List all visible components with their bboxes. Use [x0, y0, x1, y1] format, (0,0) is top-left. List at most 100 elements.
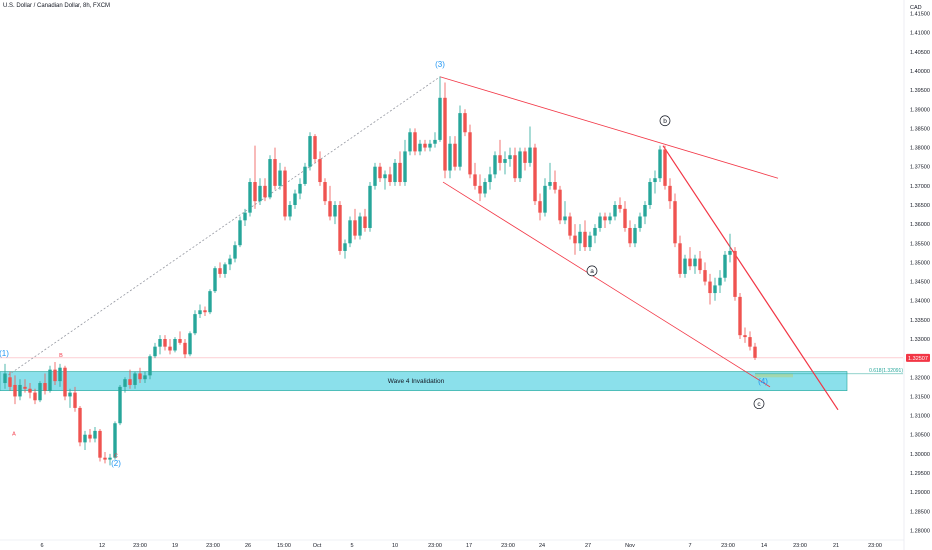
- candle-81: [408, 128, 412, 156]
- candle-body: [673, 201, 677, 244]
- time-tick-13: 24: [539, 543, 545, 549]
- chart-title: U.S. Dollar / Canadian Dollar, 8h, FXCM: [3, 3, 111, 9]
- time-tick-2: 23:00: [133, 543, 147, 549]
- price-tick-15: 1.34000: [910, 299, 930, 305]
- time-tick-17: 23:00: [721, 543, 735, 549]
- candle-body: [248, 182, 252, 213]
- candle-30: [153, 342, 157, 359]
- price-tick-11: 1.36000: [910, 222, 930, 228]
- candle-127: [638, 212, 642, 232]
- candle-53: [268, 155, 272, 200]
- candle-142: [713, 277, 717, 301]
- candle-92: [463, 109, 467, 137]
- circled-label-0: b: [663, 118, 667, 125]
- candle-body: [728, 250, 732, 255]
- candle-body: [313, 136, 317, 160]
- candle-7: [38, 381, 42, 403]
- candle-68: [343, 239, 347, 259]
- candle-body: [213, 268, 217, 292]
- candle-69: [348, 216, 352, 248]
- price-tick-2: 1.40500: [910, 50, 930, 56]
- candle-141: [708, 273, 712, 305]
- wave-label-6: C: [114, 454, 118, 460]
- price-tick-19: 1.32000: [910, 375, 930, 381]
- time-tick-4: 23:00: [206, 543, 220, 549]
- candle-body: [568, 216, 572, 236]
- candle-body: [688, 258, 692, 267]
- time-tick-21: 23:00: [868, 543, 882, 549]
- candle-body: [533, 147, 537, 202]
- candle-body: [373, 166, 377, 186]
- time-tick-5: 26: [245, 543, 251, 549]
- candle-body: [603, 216, 607, 221]
- candle-body: [118, 386, 122, 424]
- candle-9: [48, 365, 52, 393]
- candle-body: [413, 132, 417, 152]
- wave-label-4: A: [12, 431, 16, 437]
- candle-40: [203, 306, 207, 317]
- candle-84: [423, 139, 427, 152]
- candle-26: [133, 371, 137, 389]
- price-tick-17: 1.33000: [910, 337, 930, 343]
- time-tick-18: 14: [761, 543, 767, 549]
- candle-132: [663, 145, 667, 190]
- candle-72: [363, 208, 367, 232]
- candle-body: [623, 208, 627, 228]
- candle-79: [398, 151, 402, 186]
- candle-113: [568, 212, 572, 240]
- candle-body: [133, 373, 137, 385]
- candle-129: [648, 178, 652, 209]
- candle-body: [178, 339, 182, 343]
- time-tick-12: 23:00: [501, 543, 515, 549]
- candle-99: [498, 139, 502, 171]
- candle-body: [513, 155, 517, 179]
- candle-37: [188, 331, 192, 357]
- candle-124: [623, 201, 627, 232]
- candle-27: [138, 367, 142, 384]
- candle-104: [523, 147, 527, 171]
- candle-body: [158, 339, 162, 347]
- candle-105: [528, 126, 532, 167]
- candle-body: [193, 314, 197, 334]
- candle-body: [283, 170, 287, 217]
- candle-96: [483, 178, 487, 198]
- candle-59: [298, 178, 302, 200]
- price-tick-25: 1.29000: [910, 490, 930, 496]
- candle-134: [673, 193, 677, 248]
- candle-body: [53, 369, 57, 382]
- candle-body: [653, 178, 657, 183]
- candle-44: [223, 262, 227, 278]
- candle-body: [153, 346, 157, 357]
- candle-body: [223, 264, 227, 274]
- candle-body: [328, 201, 332, 217]
- candle-body: [418, 143, 422, 152]
- candle-body: [93, 430, 97, 439]
- candle-body: [103, 457, 107, 460]
- candle-body: [738, 296, 742, 336]
- candle-body: [583, 231, 587, 248]
- candle-89: [448, 136, 452, 179]
- candle-body: [143, 375, 147, 380]
- time-tick-9: 10: [392, 543, 398, 549]
- candle-93: [468, 124, 472, 179]
- candle-body: [258, 185, 262, 202]
- price-tick-14: 1.34500: [910, 280, 930, 286]
- candle-144: [723, 250, 727, 282]
- candle-body: [38, 383, 42, 401]
- candle-body: [68, 392, 72, 397]
- price-tick-4: 1.39500: [910, 88, 930, 94]
- candle-146: [733, 247, 737, 301]
- candle-body: [638, 216, 642, 228]
- circled-label-1: a: [590, 268, 594, 275]
- candle-13: [68, 388, 72, 408]
- candle-11: [58, 363, 62, 387]
- candle-120: [603, 212, 607, 228]
- candle-body: [493, 155, 497, 175]
- price-tick-20: 1.31500: [910, 394, 930, 400]
- time-tick-1: 12: [99, 543, 105, 549]
- candle-body: [183, 342, 187, 355]
- candle-121: [608, 212, 612, 225]
- candle-body: [408, 132, 412, 152]
- fib-box: [755, 373, 793, 378]
